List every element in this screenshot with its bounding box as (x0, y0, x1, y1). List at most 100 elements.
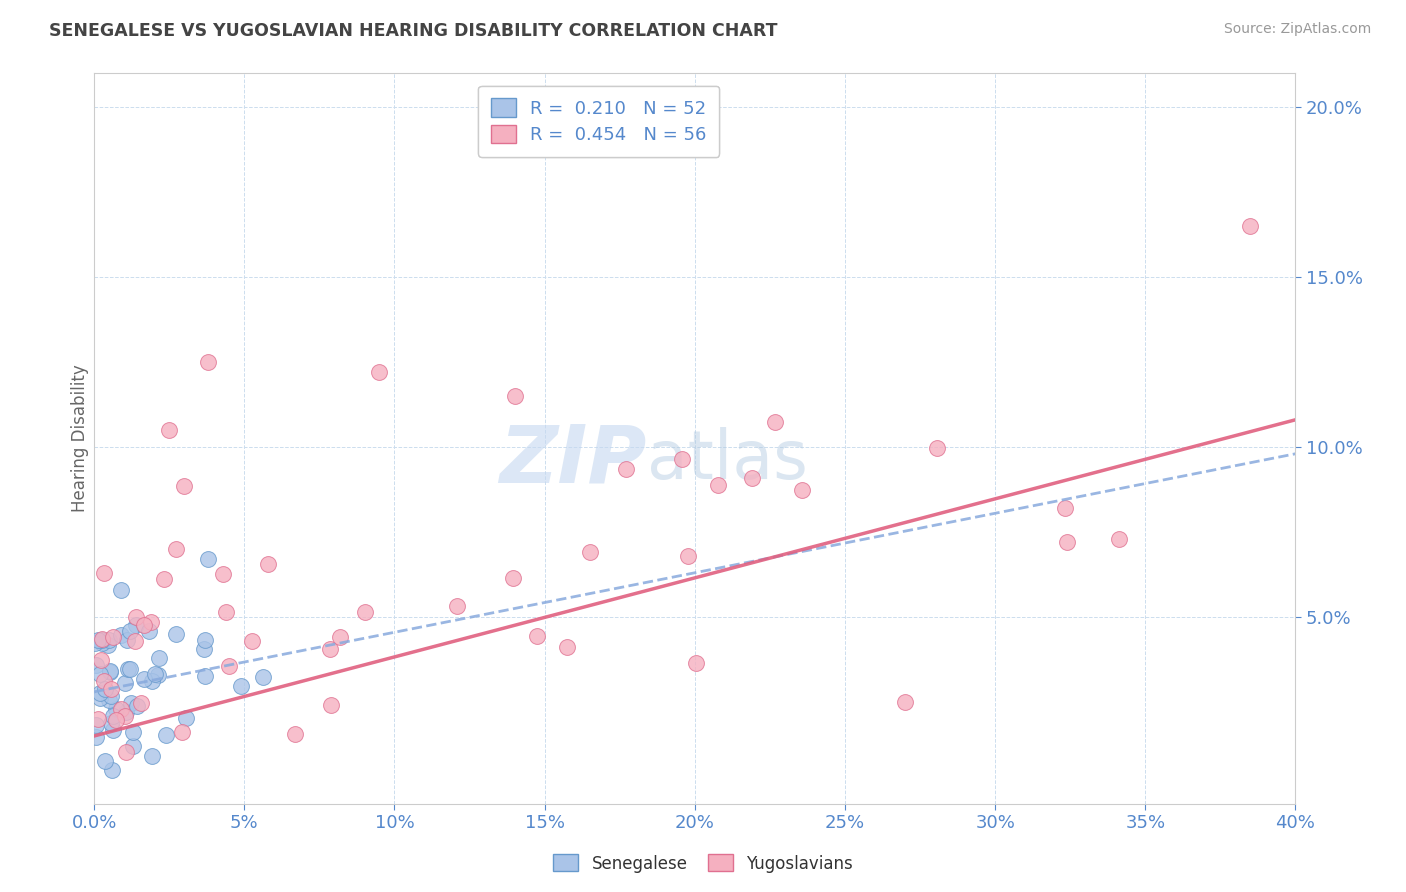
Point (215, 605, 238, 619)
Point (174, 710, 197, 724)
Point (165, 541, 187, 556)
Point (125, 618, 148, 632)
Point (1056, 534, 1078, 549)
Point (89, 686, 111, 700)
Point (114, 705, 136, 719)
Point (894, 695, 917, 709)
Point (103, 709, 125, 723)
Point (120, 624, 142, 638)
Point (105, 713, 128, 727)
Point (100, 716, 122, 731)
Point (110, 627, 132, 641)
Point (707, 478, 730, 492)
Point (1053, 501, 1076, 516)
Point (103, 631, 125, 645)
Point (122, 725, 145, 739)
Point (143, 667, 166, 681)
Point (1108, 533, 1130, 547)
Point (165, 626, 187, 640)
Point (97, 639, 120, 653)
Point (229, 680, 252, 694)
Point (927, 441, 949, 455)
Text: ZIP: ZIP (499, 421, 647, 500)
Point (579, 544, 602, 558)
Point (614, 462, 637, 476)
Point (86, 712, 108, 726)
Point (125, 698, 148, 713)
Point (141, 748, 163, 763)
Point (148, 651, 170, 665)
Legend: Senegalese, Yugoslavians: Senegalese, Yugoslavians (547, 847, 859, 880)
Point (120, 662, 142, 676)
Point (1239, 219, 1261, 233)
Point (502, 571, 524, 585)
Point (125, 609, 148, 624)
Point (105, 702, 128, 716)
Point (132, 672, 155, 686)
Point (193, 642, 215, 657)
Point (89, 690, 111, 705)
Point (526, 629, 548, 643)
Point (110, 702, 132, 716)
Text: Source: ZipAtlas.com: Source: ZipAtlas.com (1223, 22, 1371, 37)
Point (138, 624, 160, 639)
Point (98, 665, 121, 679)
Point (211, 566, 233, 581)
Point (132, 618, 155, 632)
Point (194, 668, 217, 682)
Point (197, 552, 219, 566)
Point (83, 635, 105, 649)
Y-axis label: Hearing Disability: Hearing Disability (72, 365, 89, 512)
Point (86, 632, 108, 647)
Point (93, 674, 115, 689)
Point (763, 415, 786, 429)
Point (319, 698, 342, 712)
Point (84, 730, 107, 744)
Point (218, 658, 240, 673)
Point (240, 634, 263, 648)
Point (141, 615, 163, 629)
Point (141, 673, 163, 688)
Point (98, 693, 121, 707)
Point (671, 452, 693, 467)
Point (91, 636, 114, 650)
Point (117, 633, 139, 648)
Point (155, 728, 177, 742)
Point (93, 566, 115, 580)
Point (90, 653, 112, 667)
Point (555, 640, 578, 654)
Point (685, 656, 707, 670)
Point (157, 423, 180, 437)
Point (114, 708, 136, 723)
Point (257, 558, 280, 572)
Point (89, 667, 111, 681)
Point (122, 739, 145, 754)
Point (110, 582, 132, 597)
Point (100, 689, 122, 703)
Point (101, 723, 124, 737)
Point (152, 572, 174, 586)
Point (790, 483, 813, 497)
Point (124, 633, 146, 648)
Point (319, 641, 342, 656)
Point (114, 676, 136, 690)
Point (94, 754, 117, 768)
Point (252, 670, 274, 684)
Point (97, 632, 120, 647)
Point (114, 745, 136, 759)
Point (101, 763, 124, 777)
Point (120, 696, 142, 710)
Point (98, 665, 121, 679)
Point (129, 696, 152, 710)
Point (197, 355, 219, 369)
Point (100, 682, 122, 697)
Point (94, 681, 117, 696)
Point (354, 605, 377, 619)
Point (284, 727, 307, 741)
Point (741, 471, 763, 485)
Point (117, 662, 139, 676)
Point (676, 549, 699, 563)
Point (148, 668, 170, 682)
Point (84, 657, 107, 672)
Point (446, 599, 468, 614)
